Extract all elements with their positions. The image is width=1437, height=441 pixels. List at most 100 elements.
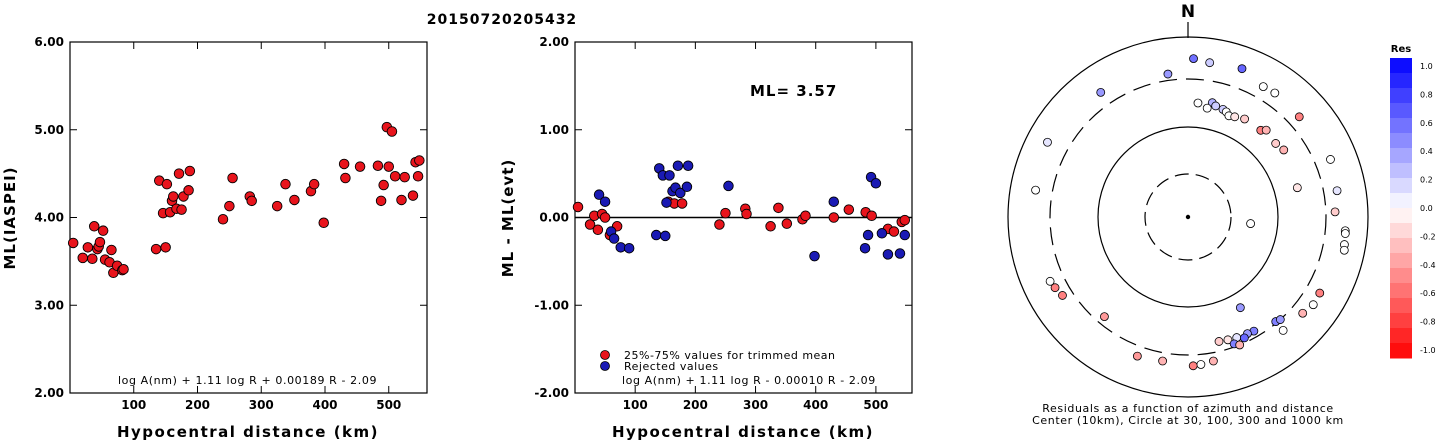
y-tick-label: 5.00 (34, 123, 64, 137)
data-point (271, 200, 283, 212)
data-point (584, 219, 596, 230)
data-point (809, 250, 820, 262)
y-tick-label: -1.00 (534, 298, 569, 312)
data-point (161, 178, 173, 190)
data-point (828, 196, 840, 207)
colorbar-tick-label: 0.8 (1420, 90, 1433, 99)
colorbar-cell (1390, 328, 1412, 344)
y-tick-label: 3.00 (34, 298, 64, 312)
y-tick-label: 2.00 (539, 35, 569, 49)
x-tick-label: 300 (249, 398, 274, 412)
data-point (308, 178, 320, 190)
station-point (1230, 112, 1240, 122)
colorbar-cell (1390, 133, 1412, 149)
y-tick-label: 1.00 (539, 123, 569, 137)
data-point (676, 198, 688, 209)
colorbar-cell (1390, 193, 1412, 209)
data-point (338, 158, 350, 170)
ml-iaspei-vs-distance-panel: 100 200 300 400 500 2.00 3.00 4.00 5.00 6.00 Hypo… (1, 35, 428, 441)
data-point (593, 189, 605, 200)
y-tick-label: -2.00 (534, 386, 569, 400)
y-tick-label: 0.00 (539, 211, 569, 225)
data-point (720, 207, 731, 219)
station-point (1258, 82, 1268, 92)
data-point (412, 171, 424, 182)
station-point (1045, 276, 1055, 286)
legend-marker-rejected (600, 361, 610, 371)
colorbar-tick-label: -0.2 (1420, 232, 1436, 241)
y-tick-label: 4.00 (34, 211, 64, 225)
data-point (672, 160, 684, 171)
colorbar-tick-label: -0.8 (1420, 318, 1436, 327)
station-point (1315, 288, 1325, 298)
data-point (592, 224, 604, 236)
colorbar-cell (1390, 73, 1412, 89)
data-point (94, 236, 106, 248)
colorbar-cell (1390, 343, 1412, 359)
data-point (160, 242, 171, 253)
station-point (1246, 219, 1255, 228)
data-point (866, 210, 877, 221)
station-point (1158, 356, 1168, 366)
colorbar-tick-label: 0.6 (1420, 119, 1433, 128)
data-point (318, 217, 329, 229)
colorbar-tick-label: 0.2 (1420, 176, 1433, 185)
data-point (184, 165, 196, 177)
data-point (378, 179, 389, 191)
data-point (399, 171, 410, 183)
station-point (1100, 312, 1109, 322)
station-point (1326, 155, 1335, 164)
station-point (1211, 101, 1221, 111)
station-points (1031, 54, 1350, 371)
data-point (227, 172, 238, 184)
station-point (1308, 300, 1318, 310)
data-point (843, 204, 855, 215)
data-point (572, 201, 584, 213)
data-point (88, 221, 100, 232)
data-point (280, 178, 291, 190)
data-point (800, 210, 811, 221)
data-point (664, 170, 675, 181)
y-tick-label: 6.00 (34, 35, 64, 49)
data-point (289, 194, 300, 206)
x-axis-label: Hypocentral distance (km) (612, 423, 874, 441)
x-tick-label: 200 (185, 398, 210, 412)
y-axis-label: ML(IASPEI) (1, 166, 19, 269)
data-point (389, 171, 401, 182)
data-point (714, 219, 725, 230)
legend-label-rejected: Rejected values (624, 360, 719, 373)
x-tick-label: 100 (121, 398, 146, 412)
data-point (741, 208, 752, 220)
colorbar-cell (1390, 103, 1412, 119)
station-point (1275, 315, 1285, 324)
data-point (723, 180, 734, 192)
data-point (217, 214, 229, 225)
x-tick-label: 100 (623, 398, 648, 412)
data-point (882, 249, 894, 260)
data-point (608, 233, 620, 244)
data-point (414, 155, 425, 166)
colorbar-cell (1390, 88, 1412, 104)
x-tick-label: 400 (312, 398, 337, 412)
data-point (675, 187, 686, 199)
data-point (623, 242, 635, 254)
data-point (765, 221, 776, 232)
station-point (1340, 229, 1350, 238)
axis-ticks: 100 200 300 400 500 -2.00 -1.00 0.00 1.00 2.00 (534, 35, 912, 412)
station-point (1235, 340, 1245, 350)
data-point (681, 181, 693, 193)
colorbar-cell (1390, 253, 1412, 269)
data-point (396, 194, 407, 206)
station-point (1096, 87, 1106, 97)
axis-ticks: 100 200 300 400 500 2.00 3.00 4.00 5.00 6.00 (34, 35, 427, 412)
station-point (1188, 361, 1198, 371)
formula-label: log A(nm) + 1.11 log R - 0.00010 R - 2.0… (622, 374, 876, 387)
page-title: 20150720205432 (427, 12, 577, 28)
legend-label-trimmed: 25%-75% values for trimmed mean (624, 349, 836, 362)
caption-line-2: Center (10km), Circle at 30, 100, 300 an… (1032, 414, 1344, 427)
station-point (1031, 185, 1040, 195)
data-point (224, 200, 235, 212)
data-point (407, 190, 419, 201)
data-point (375, 195, 387, 207)
data-point (173, 168, 185, 179)
